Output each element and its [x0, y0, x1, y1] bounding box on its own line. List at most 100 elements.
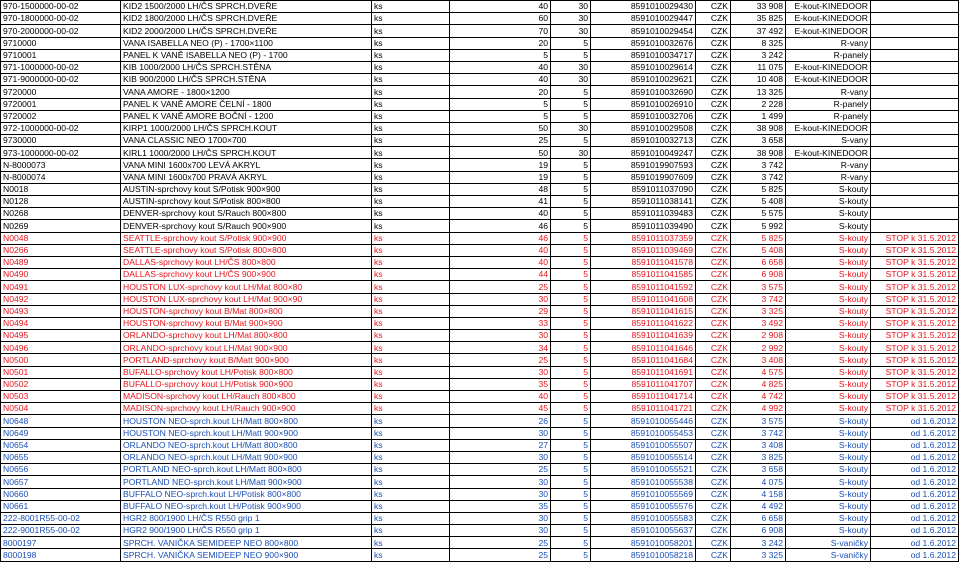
note-cell — [870, 109, 959, 123]
price-cell: 6 658 — [730, 511, 786, 526]
note-cell — [870, 182, 959, 197]
quantity-cell: 26 — [449, 414, 551, 428]
product-code-cell: N0266 — [0, 243, 121, 257]
note-cell: STOP k 31.5.2012 — [870, 268, 959, 282]
price-cell: 5 825 — [730, 231, 786, 245]
product-code-cell: N0491 — [0, 280, 121, 294]
currency-cell: CZK — [695, 487, 731, 501]
pack-cell: 5 — [550, 292, 591, 306]
note-cell: STOP k 31.5.2012 — [870, 231, 959, 245]
product-name-cell: VANA MINI 1600x700 PRAVÁ AKRYL — [120, 170, 372, 184]
quantity-cell: 70 — [449, 24, 551, 38]
currency-cell: CZK — [695, 450, 731, 465]
ean-cell: 8591011039483 — [590, 207, 696, 221]
currency-cell: CZK — [695, 280, 731, 294]
table-row: N0494 HOUSTON-sprchovy kout B/Mat 900×900… — [0, 316, 959, 331]
product-code-cell: 222-8001R55-00-02 — [0, 511, 121, 526]
price-cell: 4 075 — [730, 475, 786, 489]
note-cell — [870, 0, 959, 14]
pack-cell: 5 — [550, 48, 591, 62]
note-cell: STOP k 31.5.2012 — [870, 402, 959, 416]
unit-cell: ks — [371, 243, 450, 257]
currency-cell: CZK — [695, 316, 731, 331]
category-cell: S-kouty — [785, 438, 871, 452]
currency-cell: CZK — [695, 548, 731, 562]
pack-cell: 5 — [550, 329, 591, 343]
category-cell: S-kouty — [785, 450, 871, 465]
unit-cell: ks — [371, 231, 450, 245]
pack-cell: 5 — [550, 194, 591, 209]
price-cell: 3 408 — [730, 438, 786, 452]
pack-cell: 30 — [550, 24, 591, 38]
quantity-cell: 35 — [449, 499, 551, 513]
quantity-cell: 30 — [449, 487, 551, 501]
ean-cell: 8591019907609 — [590, 170, 696, 184]
ean-cell: 8591010034717 — [590, 48, 696, 62]
price-cell: 2 228 — [730, 97, 786, 111]
table-row: N0654 ORLANDO NEO-sprch.kout LH/Matt 800×… — [0, 438, 959, 452]
category-cell: S-kouty — [785, 255, 871, 270]
table-row: N0503 MADISON-sprchovy kout LH/Rauch 800×… — [0, 389, 959, 404]
product-name-cell: PANEL K VANĚ AMORE ČELNÍ - 1800 — [120, 97, 372, 111]
note-cell — [870, 219, 959, 233]
product-name-cell: SPRCH. VANIČKA SEMIDEEP NEO 900×900 — [120, 548, 372, 562]
pack-cell: 5 — [550, 109, 591, 123]
product-code-cell: N0654 — [0, 438, 121, 452]
quantity-cell: 45 — [449, 402, 551, 416]
product-code-cell: 9710000 — [0, 36, 121, 50]
ean-cell: 8591010029621 — [590, 73, 696, 87]
product-name-cell: PANEL K VANĚ ISABELLA NEO (P) - 1700 — [120, 48, 372, 62]
pack-cell: 30 — [550, 60, 591, 75]
pack-cell: 30 — [550, 73, 591, 87]
unit-cell: ks — [371, 207, 450, 221]
unit-cell: ks — [371, 255, 450, 270]
category-cell: S-kouty — [785, 353, 871, 367]
product-name-cell: PANEL K VANĚ AMORE BOČNÍ - 1200 — [120, 109, 372, 123]
price-cell: 10 408 — [730, 73, 786, 87]
pack-cell: 30 — [550, 146, 591, 160]
table-row: N-8000073 VANA MINI 1600x700 LEVÁ AKRYL ks… — [0, 158, 959, 172]
product-name-cell: HGR2 900/1900 LH/ČS R550 grip 1 — [120, 524, 372, 538]
quantity-cell: 25 — [449, 353, 551, 367]
category-cell: R-vany — [785, 85, 871, 99]
currency-cell: CZK — [695, 182, 731, 197]
table-row: 9720001 PANEL K VANĚ AMORE ČELNÍ - 1800 ks… — [0, 97, 959, 111]
category-cell: E-kout-KINEDOOR — [785, 12, 871, 26]
note-cell — [870, 36, 959, 50]
product-name-cell: DENVER-sprchovy kout S/Rauch 800×800 — [120, 207, 372, 221]
price-cell: 3 658 — [730, 134, 786, 148]
pack-cell: 5 — [550, 280, 591, 294]
unit-cell: ks — [371, 450, 450, 465]
table-row: N0266 SEATTLE-sprchovy kout S/Potisk 800×… — [0, 243, 959, 257]
currency-cell: CZK — [695, 97, 731, 111]
product-code-cell: N0655 — [0, 450, 121, 465]
product-name-cell: SEATTLE-sprchovy kout S/Potisk 900×900 — [120, 231, 372, 245]
product-name-cell: DENVER-sprchovy kout S/Rauch 900×900 — [120, 219, 372, 233]
unit-cell: ks — [371, 365, 450, 379]
pack-cell: 5 — [550, 316, 591, 331]
pack-cell: 5 — [550, 85, 591, 99]
category-cell: R-panely — [785, 109, 871, 123]
ean-cell: 8591011041714 — [590, 389, 696, 404]
table-row: 970-1500000-00-02 KID2 1500/2000 LH/ČS SP… — [0, 0, 959, 14]
ean-cell: 8591010026910 — [590, 97, 696, 111]
pack-cell: 5 — [550, 304, 591, 318]
unit-cell: ks — [371, 134, 450, 148]
quantity-cell: 40 — [449, 73, 551, 87]
unit-cell: ks — [371, 182, 450, 197]
currency-cell: CZK — [695, 304, 731, 318]
product-code-cell: N0018 — [0, 182, 121, 197]
ean-cell: 8591010055576 — [590, 499, 696, 513]
unit-cell: ks — [371, 548, 450, 562]
quantity-cell: 25 — [449, 280, 551, 294]
price-cell: 3 408 — [730, 353, 786, 367]
product-name-cell: PORTLAND NEO-sprch.kout LH/Matt 800×800 — [120, 463, 372, 477]
quantity-cell: 25 — [449, 548, 551, 562]
table-row: N0649 HOUSTON NEO-sprch.kout LH/Matt 900×… — [0, 426, 959, 440]
note-cell: STOP k 31.5.2012 — [870, 292, 959, 306]
category-cell: E-kout-KINEDOOR — [785, 0, 871, 14]
ean-cell: 8591010055521 — [590, 463, 696, 477]
quantity-cell: 25 — [449, 536, 551, 550]
price-cell: 4 992 — [730, 402, 786, 416]
ean-cell: 8591010029614 — [590, 60, 696, 75]
